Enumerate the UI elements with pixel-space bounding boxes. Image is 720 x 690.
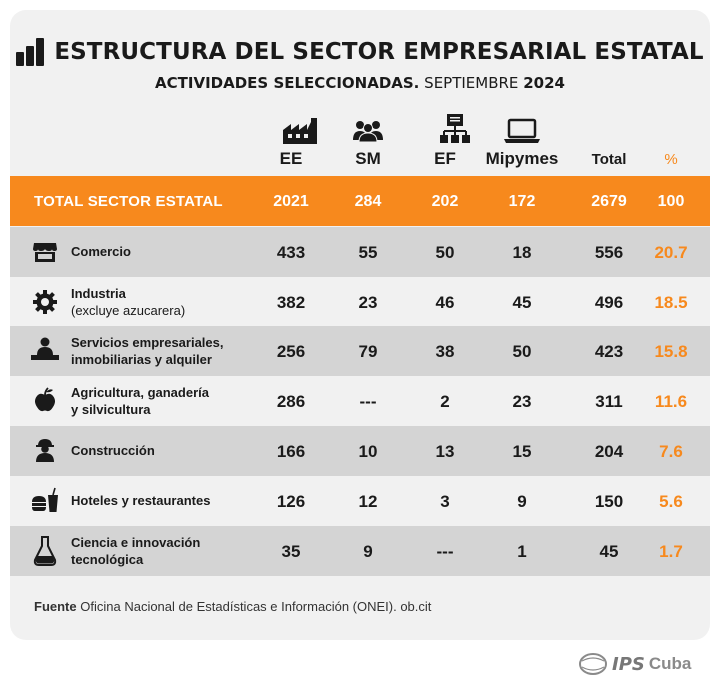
row-label: Construcción [71, 443, 155, 458]
column-header-pct: % [664, 151, 678, 168]
logo-text: Cuba [648, 654, 692, 673]
cell-pct: 18.5 [654, 293, 688, 312]
apple-icon [32, 387, 58, 413]
cell-total: 423 [594, 342, 624, 361]
table-row: Ciencia e innovación tecnológica 35 9 --… [10, 526, 710, 576]
cell-mipymes: 9 [517, 492, 527, 511]
subtitle: ACTIVIDADES SELECCIONADAS. SEPTIEMBRE 20… [10, 74, 710, 92]
cell-ef: 50 [435, 243, 455, 262]
cell-ee: 382 [276, 293, 306, 312]
flask-icon [32, 536, 58, 566]
total-row-label: TOTAL SECTOR ESTATAL [34, 193, 223, 210]
total-ee: 2021 [273, 193, 309, 210]
store-icon [32, 239, 58, 265]
cell-total: 311 [595, 392, 623, 411]
table-row: Servicios empresariales, inmobiliarias y… [10, 326, 710, 376]
cell-pct: 5.6 [659, 492, 683, 511]
total-pct: 100 [657, 193, 685, 210]
column-header-ee: EE [279, 149, 303, 168]
row-label: Hoteles y restaurantes [71, 493, 211, 508]
cell-ef: 2 [440, 392, 450, 411]
total-sm: 284 [354, 193, 382, 210]
cell-ef: 3 [440, 492, 450, 511]
cell-total: 45 [599, 542, 619, 561]
table-row: Construcción 166 10 13 15 204 7.6 [10, 426, 710, 476]
cell-pct: 1.7 [659, 542, 683, 561]
cell-mipymes: 45 [512, 293, 532, 312]
row-label: Servicios empresariales, inmobiliarias y… [71, 335, 224, 367]
laptop-icon [502, 118, 542, 144]
cell-ef: 13 [435, 442, 455, 461]
cell-mipymes: 1 [517, 542, 527, 561]
food-drink-icon [31, 487, 59, 513]
office-worker-icon [30, 336, 60, 362]
cell-ee: 166 [276, 442, 306, 461]
cell-sm: 10 [358, 442, 378, 461]
subtitle-bold: ACTIVIDADES SELECCIONADAS. [155, 74, 420, 92]
globe-icon [579, 653, 607, 675]
row-label: Ciencia e innovación tecnológica [71, 535, 201, 567]
infographic-card: ESTRUCTURA DEL SECTOR EMPRESARIAL ESTATA… [10, 10, 710, 640]
source-note: Fuente Oficina Nacional de Estadísticas … [34, 599, 431, 614]
group-icon [348, 118, 388, 144]
row-label: Industria (excluye azucarera) [71, 286, 186, 318]
cell-sm: 55 [358, 243, 378, 262]
cell-ef: 38 [435, 342, 455, 361]
cell-sm: 79 [358, 342, 378, 361]
total-ef: 202 [431, 193, 459, 210]
cell-ef: 46 [435, 293, 455, 312]
table-row: Industria (excluye azucarera) 382 23 46 … [10, 277, 710, 327]
cell-ee: 35 [281, 542, 301, 561]
gear-icon [32, 289, 58, 315]
org-chart-icon [435, 114, 475, 144]
source-label: Fuente [34, 599, 77, 614]
cell-sm: 12 [358, 492, 378, 511]
source-text: Oficina Nacional de Estadísticas e Infor… [80, 599, 432, 614]
row-label: Comercio [71, 244, 131, 259]
construction-worker-icon [32, 437, 58, 463]
cell-mipymes: 15 [512, 442, 532, 461]
cell-mipymes: 23 [512, 392, 532, 411]
row-label: Agricultura, ganadería y silvicultura [71, 385, 209, 417]
cell-pct: 11.6 [654, 392, 688, 411]
total-mipymes: 172 [508, 193, 536, 210]
subtitle-month: SEPTIEMBRE [424, 74, 519, 92]
cell-pct: 7.6 [659, 442, 683, 461]
cell-pct: 20.7 [654, 243, 688, 262]
cell-ee: 286 [276, 392, 306, 411]
cell-mipymes: 50 [512, 342, 532, 361]
table-row: Comercio 433 55 50 18 556 20.7 [10, 227, 710, 277]
total-total: 2679 [591, 193, 627, 210]
column-header-ef: EF [434, 149, 456, 168]
cell-ef: --- [436, 542, 454, 561]
title-row: ESTRUCTURA DEL SECTOR EMPRESARIAL ESTATA… [10, 34, 710, 70]
cell-total: 204 [594, 442, 624, 461]
cell-total: 150 [594, 492, 624, 511]
logo-mark: IPS [612, 653, 645, 675]
table-row: Agricultura, ganadería y silvicultura 28… [10, 376, 710, 426]
cell-ee: 433 [276, 243, 306, 262]
cell-ee: 126 [276, 492, 306, 511]
cell-mipymes: 18 [512, 243, 532, 262]
subtitle-year: 2024 [523, 74, 565, 92]
cell-sm: --- [359, 392, 377, 411]
column-header-mipymes: Mipymes [485, 149, 559, 168]
column-header-sm: SM [355, 149, 381, 168]
cell-ee: 256 [276, 342, 306, 361]
factory-icon [281, 118, 321, 144]
cell-total: 556 [594, 243, 624, 262]
cell-pct: 15.8 [654, 342, 688, 361]
cell-sm: 9 [363, 542, 373, 561]
page-title: ESTRUCTURA DEL SECTOR EMPRESARIAL ESTATA… [54, 39, 704, 65]
column-header-total: Total [591, 151, 627, 168]
table-row: Hoteles y restaurantes 126 12 3 9 150 5.… [10, 476, 710, 526]
cell-sm: 23 [358, 293, 378, 312]
bar-chart-icon [16, 38, 45, 66]
cell-total: 496 [594, 293, 624, 312]
ips-logo: IPS Cuba [578, 651, 691, 677]
total-row: TOTAL SECTOR ESTATAL 2021 284 202 172 26… [10, 176, 710, 226]
